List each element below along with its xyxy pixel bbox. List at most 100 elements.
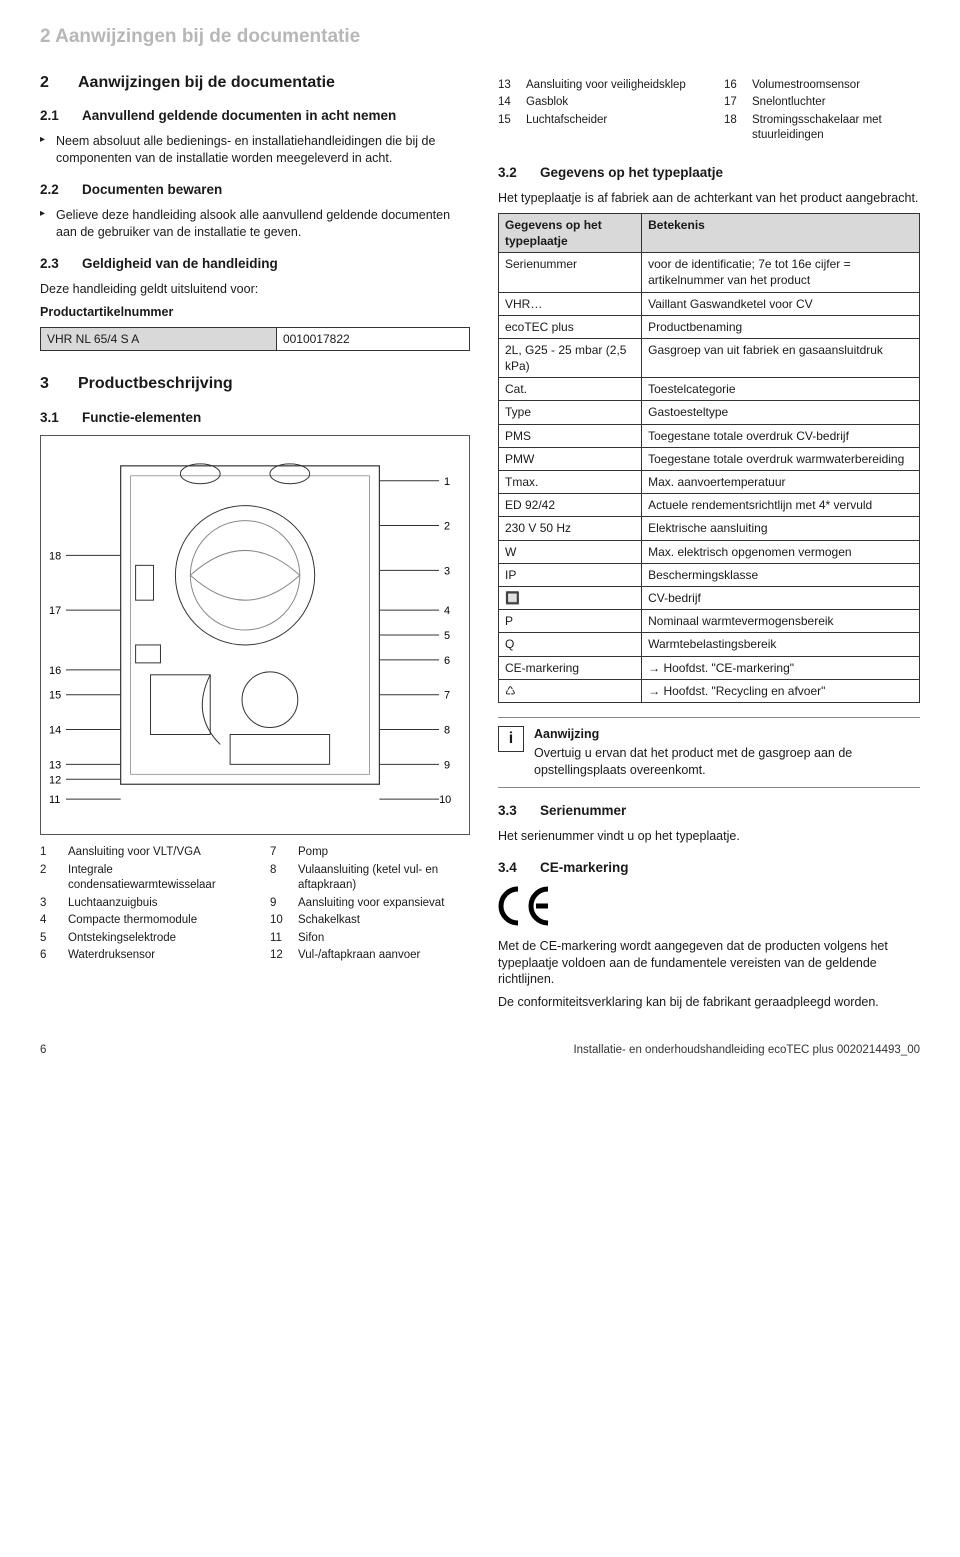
legend-text: Luchtaanzuigbuis (68, 896, 158, 912)
section-3-3: 3.3 Serienummer (498, 802, 920, 820)
table-cell-value: CV-bedrijf (642, 586, 920, 609)
table-cell-number: 0010017822 (276, 328, 469, 351)
section-2-3-num: 2.3 (40, 255, 68, 273)
table-cell-key: W (499, 540, 642, 563)
section-3-4-title: CE-markering (540, 859, 629, 877)
table-cell-value: Toegestane totale overdruk warmwaterbere… (642, 447, 920, 470)
footer-text: Installatie- en onderhoudshandleiding ec… (573, 1043, 920, 1059)
table-row: ED 92/42Actuele rendementsrichtlijn met … (499, 494, 920, 517)
svg-text:13: 13 (49, 759, 61, 771)
legend-number: 3 (40, 896, 60, 912)
ce-text-2: De conformiteitsverklaring kan bij de fa… (498, 994, 920, 1011)
table-cell-key: Q (499, 633, 642, 656)
function-elements-diagram: 1 2 3 4 5 6 7 8 9 10 11 12 13 14 15 16 1… (40, 435, 470, 835)
legend-number: 12 (270, 948, 290, 964)
legend-row: 10 Schakelkast (270, 913, 470, 929)
svg-text:5: 5 (444, 630, 450, 642)
legend-row: 5Ontstekingselektrode (40, 931, 240, 947)
section-3-2: 3.2 Gegevens op het typeplaatje (498, 164, 920, 182)
section-3-1-num: 3.1 (40, 409, 68, 427)
legend-number: 13 (498, 78, 518, 94)
legend-row: 4 Compacte thermomodule (40, 913, 240, 929)
table-cell-key: 230 V 50 Hz (499, 517, 642, 540)
legend-number: 8 (270, 863, 290, 894)
section-2-3: 2.3 Geldigheid van de handleiding (40, 255, 470, 273)
ce-mark-icon (498, 885, 920, 932)
legend-row: 9Aansluiting voor expansievat (270, 896, 470, 912)
table-cell-key: Type (499, 401, 642, 424)
table-cell-value: Gastoesteltype (642, 401, 920, 424)
note-text: Overtuig u ervan dat het product met de … (534, 745, 920, 779)
table-row: PNominaal warmtevermogensbereik (499, 610, 920, 633)
table-row: QWarmtebelastingsbereik (499, 633, 920, 656)
legend-text: Luchtafscheider (526, 113, 607, 129)
table-cell-key: IP (499, 563, 642, 586)
legend-number: 6 (40, 948, 60, 964)
table-row: 2L, G25 - 25 mbar (2,5 kPa)Gasgroep van … (499, 338, 920, 377)
legend-number: 2 (40, 863, 60, 894)
legend-row: 6 Waterdruksensor (40, 948, 240, 964)
text-2-3: Deze handleiding geldt uitsluitend voor: (40, 281, 470, 298)
legend-number: 1 (40, 845, 60, 861)
footer-page: 6 (40, 1043, 46, 1059)
table-cell-value: Productbenaming (642, 315, 920, 338)
table-row: Tmax.Max. aanvoertemperatuur (499, 471, 920, 494)
legend-text: Integrale condensatiewarmtewisselaar (68, 863, 240, 894)
table-cell-value: → Hoofdst. "Recycling en afvoer" (642, 679, 920, 702)
legend-number: 10 (270, 913, 290, 929)
svg-text:4: 4 (444, 605, 450, 617)
section-2-2: 2.2 Documenten bewaren (40, 181, 470, 199)
diagram-legend: 1Aansluiting voor VLT/VGA 2 Integrale cond… (40, 843, 470, 966)
svg-text:7: 7 (444, 690, 450, 702)
svg-text:2: 2 (444, 521, 450, 533)
table-row: CE-markering→ Hoofdst. "CE-markering" (499, 656, 920, 679)
table-cell-value: Max. aanvoertemperatuur (642, 471, 920, 494)
svg-text:18: 18 (49, 551, 61, 563)
table-cell-key: PMW (499, 447, 642, 470)
legend-text: Compacte thermomodule (68, 913, 197, 929)
left-column: 2 Aanwijzingen bij de documentatie 2.1 A… (40, 72, 470, 1018)
table-cell-key: Tmax. (499, 471, 642, 494)
legend-row: 13Aansluiting voor veiligheidsklep (498, 78, 694, 94)
legend-number: 4 (40, 913, 60, 929)
legend-number: 5 (40, 931, 60, 947)
legend-row: 7Pomp (270, 845, 470, 861)
section-3-title: Productbeschrijving (78, 373, 233, 395)
legend-text: Volumestroomsensor (752, 78, 860, 94)
legend-row: 11Sifon (270, 931, 470, 947)
legend-row: 15Luchtafscheider (498, 113, 694, 129)
svg-text:15: 15 (49, 690, 61, 702)
section-3-3-num: 3.3 (498, 802, 526, 820)
table-row: Cat.Toestelcategorie (499, 378, 920, 401)
legend-text: Waterdruksensor (68, 948, 155, 964)
table-cell-key: ecoTEC plus (499, 315, 642, 338)
table-row: ♺→ Hoofdst. "Recycling en afvoer" (499, 679, 920, 702)
section-2-title: Aanwijzingen bij de documentatie (78, 72, 335, 94)
legend-number: 7 (270, 845, 290, 861)
page-footer: 6 Installatie- en onderhoudshandleiding … (40, 1043, 920, 1059)
legend-text: Schakelkast (298, 913, 360, 929)
table-cell-key: 2L, G25 - 25 mbar (2,5 kPa) (499, 338, 642, 377)
table-cell-model: VHR NL 65/4 S A (41, 328, 277, 351)
svg-text:14: 14 (49, 725, 61, 737)
legend-number: 16 (724, 78, 744, 94)
legend-text: Sifon (298, 931, 324, 947)
table-row: IPBeschermingsklasse (499, 563, 920, 586)
section-2-1: 2.1 Aanvullend geldende documenten in ac… (40, 107, 470, 125)
table-2-3-header: Productartikelnummer (40, 304, 470, 321)
table-cell-value: Nominaal warmtevermogensbereik (642, 610, 920, 633)
legend-number: 9 (270, 896, 290, 912)
table-cell-value: voor de identificatie; 7e tot 16e cijfer… (642, 253, 920, 292)
svg-text:6: 6 (444, 655, 450, 667)
legend-text: Vul-/aftapkraan aanvoer (298, 948, 420, 964)
legend-number: 17 (724, 95, 744, 111)
bullet-2-1: Neem absoluut alle bedienings- en instal… (40, 133, 470, 167)
svg-text:10: 10 (439, 794, 451, 806)
typeplate-header-b: Betekenis (642, 213, 920, 252)
legend-row: 1Aansluiting voor VLT/VGA (40, 845, 240, 861)
section-2-1-num: 2.1 (40, 107, 68, 125)
note-title: Aanwijzing (534, 726, 920, 743)
table-cell-value: Beschermingsklasse (642, 563, 920, 586)
section-3-3-title: Serienummer (540, 802, 626, 820)
section-3-1: 3.1 Functie-elementen (40, 409, 470, 427)
